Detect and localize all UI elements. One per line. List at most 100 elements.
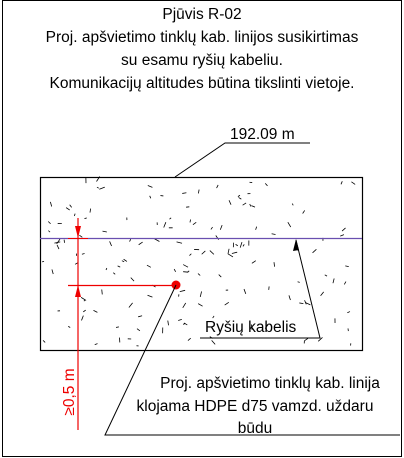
hatch-mark (237, 194, 241, 197)
hatch-mark (243, 288, 247, 295)
leader-arrow (293, 239, 299, 251)
hatch-mark (209, 250, 215, 255)
hatch-mark (211, 340, 216, 345)
hatch-mark (227, 248, 230, 254)
hatch-mark (113, 272, 116, 275)
hatch-mark (287, 221, 292, 228)
hatch-mark (84, 217, 87, 220)
hatch-mark (201, 250, 206, 255)
hatch-mark (299, 302, 304, 305)
hatch-mark (169, 217, 172, 220)
hatch-mark (324, 274, 328, 277)
hatch-mark (81, 315, 84, 321)
hatch-mark (173, 268, 176, 272)
hatch-mark (250, 324, 253, 330)
hatch-mark (341, 227, 346, 232)
hatch-mark (178, 318, 182, 321)
hatch-mark (117, 265, 121, 268)
note-leader (104, 284, 400, 436)
hatch-mark (147, 294, 153, 298)
hatch-mark (183, 271, 189, 273)
dim-arrow (75, 285, 81, 297)
hatch-mark (304, 300, 307, 305)
hatch-mark (154, 238, 160, 242)
hatch-mark (182, 302, 187, 308)
hatch-mark (297, 281, 300, 283)
hatch-mark (101, 289, 103, 295)
hatch-mark (80, 297, 87, 301)
hatch-mark (182, 264, 189, 268)
hatch-mark (56, 238, 61, 245)
hatch-mark (56, 244, 60, 250)
hatch-mark (99, 186, 105, 190)
hatch-mark (304, 338, 309, 342)
hatch-mark (251, 205, 256, 208)
hatch-mark (317, 337, 323, 342)
hatch-mark (83, 309, 86, 313)
hatch-mark (182, 323, 186, 325)
hatch-mark (340, 234, 345, 237)
hatch-mark (216, 184, 219, 189)
hatch-mark (94, 343, 98, 345)
hatch-mark (219, 224, 223, 230)
hatch-mark (163, 222, 167, 228)
hatch-mark (69, 204, 72, 208)
existing-cable-label: Ryšių kabelis (205, 319, 297, 336)
hatch-mark (182, 192, 187, 194)
hatch-mark (79, 234, 83, 238)
hatch-mark (74, 262, 78, 265)
hatch-mark (212, 315, 215, 319)
hatch-mark (47, 221, 51, 225)
hatch-mark (105, 267, 108, 271)
hatch-mark (249, 203, 252, 207)
hatch-mark (224, 302, 229, 306)
hatch-mark (89, 208, 92, 213)
hatch-mark (288, 295, 291, 301)
hatch-mark (176, 241, 183, 244)
hatch-mark (239, 242, 243, 248)
title: Pjūvis R-02 (162, 6, 241, 23)
hatch-mark (183, 322, 188, 326)
hatch-mark (340, 181, 343, 185)
hatch-mark (147, 185, 153, 188)
hatch-mark (179, 289, 186, 293)
hatch-mark (273, 262, 275, 267)
hatch-mark (264, 324, 269, 329)
hatch-mark (51, 269, 54, 275)
hatch-mark (73, 213, 76, 217)
hatch-mark (227, 253, 234, 258)
hatch-mark (121, 260, 125, 263)
hatch-mark (235, 244, 238, 247)
hatch-mark (210, 226, 213, 230)
hatch-mark (65, 207, 70, 211)
hatch-mark (49, 201, 53, 207)
hatch-mark (197, 189, 200, 194)
hatch-mark (255, 226, 258, 230)
hatch-mark (93, 310, 98, 313)
hatch-mark (123, 258, 128, 262)
hatch-mark (136, 328, 141, 332)
hatch-mark (146, 264, 152, 268)
hatch-mark (197, 273, 201, 276)
hatch-mark (128, 302, 133, 308)
hatch-mark (167, 320, 169, 326)
hatch-mark (231, 251, 238, 254)
hatch-mark (291, 203, 294, 206)
cable-leader (200, 239, 321, 339)
hatch-mark (48, 230, 51, 233)
hatch-mark (218, 274, 222, 278)
hatch-mark (187, 337, 191, 341)
hatch-mark (242, 244, 245, 247)
hatch-mark (149, 195, 152, 199)
hatch-mark (228, 200, 232, 205)
hatch-mark (251, 260, 257, 264)
note-line: Proj. apšvietimo tinklų kab. linija (160, 375, 380, 392)
hatch-mark (264, 183, 268, 187)
hatch-mark (351, 181, 356, 185)
soil-hatch (41, 176, 356, 347)
soil-section (39, 176, 364, 352)
hatch-mark (238, 197, 242, 200)
hatch-mark (199, 291, 202, 298)
hatch-mark (41, 260, 45, 263)
